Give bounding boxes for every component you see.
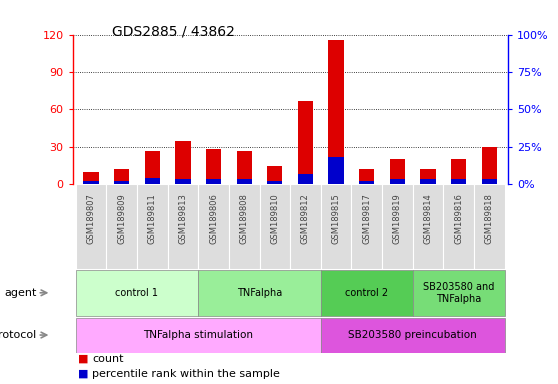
Text: GSM189819: GSM189819 bbox=[393, 193, 402, 243]
Bar bbox=[175, 179, 190, 184]
Text: count: count bbox=[92, 354, 123, 364]
Bar bbox=[75, 184, 106, 269]
Text: ■: ■ bbox=[78, 369, 89, 379]
Bar bbox=[206, 179, 221, 184]
Bar bbox=[359, 180, 374, 184]
Text: GSM189814: GSM189814 bbox=[424, 193, 432, 243]
Bar bbox=[198, 270, 321, 316]
Bar bbox=[352, 184, 382, 269]
Bar bbox=[167, 184, 198, 269]
Bar bbox=[474, 184, 505, 269]
Bar bbox=[390, 179, 405, 184]
Bar bbox=[290, 184, 321, 269]
Bar bbox=[482, 179, 497, 184]
Text: GSM189811: GSM189811 bbox=[148, 193, 157, 243]
Text: GSM189807: GSM189807 bbox=[86, 193, 95, 243]
Bar bbox=[106, 184, 137, 269]
Bar bbox=[444, 184, 474, 269]
Bar bbox=[267, 180, 282, 184]
Text: control 1: control 1 bbox=[116, 288, 158, 298]
Bar bbox=[114, 169, 129, 184]
Text: GSM189813: GSM189813 bbox=[179, 193, 187, 243]
Text: TNFalpha: TNFalpha bbox=[237, 288, 282, 298]
Bar bbox=[237, 151, 252, 184]
Text: GSM189809: GSM189809 bbox=[117, 193, 126, 243]
Text: agent: agent bbox=[4, 288, 36, 298]
Bar bbox=[298, 174, 313, 184]
Text: SB203580 and
TNFalpha: SB203580 and TNFalpha bbox=[423, 282, 494, 304]
Text: control 2: control 2 bbox=[345, 288, 388, 298]
Bar bbox=[206, 149, 221, 184]
Bar bbox=[145, 178, 160, 184]
Bar bbox=[382, 184, 413, 269]
Bar bbox=[145, 151, 160, 184]
Bar bbox=[359, 169, 374, 184]
Text: GSM189812: GSM189812 bbox=[301, 193, 310, 243]
Text: ■: ■ bbox=[78, 354, 89, 364]
Bar bbox=[413, 270, 505, 316]
Text: GSM189810: GSM189810 bbox=[270, 193, 280, 243]
Bar bbox=[451, 159, 466, 184]
Bar bbox=[198, 184, 229, 269]
Bar bbox=[75, 270, 198, 316]
Bar bbox=[451, 179, 466, 184]
Bar bbox=[83, 180, 99, 184]
Text: protocol: protocol bbox=[0, 330, 36, 340]
Bar bbox=[329, 40, 344, 184]
Bar bbox=[267, 166, 282, 184]
Text: GSM189808: GSM189808 bbox=[240, 193, 249, 243]
Bar bbox=[329, 157, 344, 184]
Text: TNFalpha stimulation: TNFalpha stimulation bbox=[143, 330, 253, 340]
Bar bbox=[482, 147, 497, 184]
Bar bbox=[137, 184, 167, 269]
Bar bbox=[114, 180, 129, 184]
Text: GSM189817: GSM189817 bbox=[362, 193, 371, 243]
Bar bbox=[420, 169, 436, 184]
Bar bbox=[298, 101, 313, 184]
Text: GDS2885 / 43862: GDS2885 / 43862 bbox=[112, 25, 234, 39]
Bar bbox=[259, 184, 290, 269]
Bar bbox=[420, 179, 436, 184]
Text: GSM189818: GSM189818 bbox=[485, 193, 494, 243]
Text: GSM189816: GSM189816 bbox=[454, 193, 463, 243]
Bar bbox=[237, 179, 252, 184]
Bar bbox=[175, 141, 190, 184]
Bar bbox=[390, 159, 405, 184]
Bar bbox=[321, 270, 413, 316]
Bar bbox=[229, 184, 259, 269]
Bar bbox=[413, 184, 444, 269]
Text: GSM189815: GSM189815 bbox=[331, 193, 340, 243]
Bar bbox=[321, 184, 352, 269]
Text: SB203580 preincubation: SB203580 preincubation bbox=[348, 330, 477, 340]
Bar bbox=[321, 318, 505, 353]
Text: GSM189806: GSM189806 bbox=[209, 193, 218, 243]
Bar bbox=[75, 318, 321, 353]
Text: percentile rank within the sample: percentile rank within the sample bbox=[92, 369, 280, 379]
Bar bbox=[83, 172, 99, 184]
